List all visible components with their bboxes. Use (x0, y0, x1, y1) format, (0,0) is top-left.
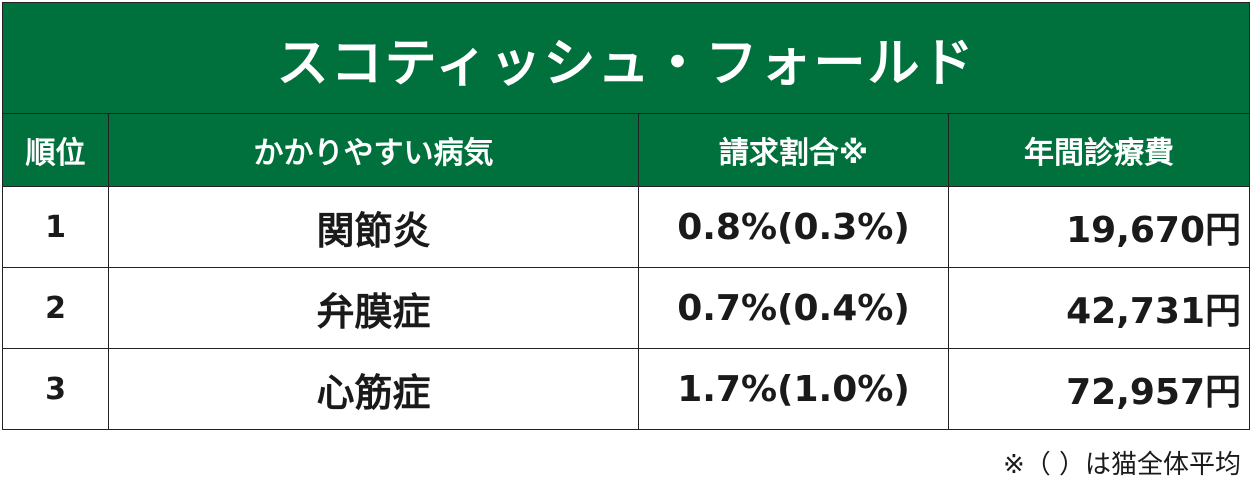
table-title: スコティッシュ・フォールド (1, 2, 1251, 114)
footnote: ※（ ）は猫全体平均 (1002, 450, 1241, 480)
disease-table: スコティッシュ・フォールド 順位 かかりやすい病気 請求割合※ 年間診療費 1 … (1, 2, 1251, 430)
header-annual-cost: 年間診療費 (947, 113, 1251, 187)
claim-ratio-cell: 0.7%(0.4%) (638, 267, 949, 349)
disease-cell: 心筋症 (108, 348, 639, 430)
rank-cell: 3 (2, 348, 109, 430)
table-row: 2 弁膜症 0.7%(0.4%) 42,731円 (2, 267, 1251, 349)
table-row: 3 心筋症 1.7%(1.0%) 72,957円 (2, 348, 1251, 430)
rank-cell: 1 (2, 186, 109, 268)
claim-ratio-cell: 0.8%(0.3%) (638, 186, 949, 268)
claim-ratio-cell: 1.7%(1.0%) (638, 348, 949, 430)
header-disease: かかりやすい病気 (108, 113, 639, 187)
disease-cell: 弁膜症 (108, 267, 639, 349)
table-row: 1 関節炎 0.8%(0.3%) 19,670円 (2, 186, 1251, 268)
annual-cost-cell: 72,957円 (947, 348, 1251, 430)
header-rank: 順位 (2, 113, 109, 187)
annual-cost-cell: 19,670円 (947, 186, 1251, 268)
annual-cost-cell: 42,731円 (947, 267, 1251, 349)
header-claim-ratio: 請求割合※ (638, 113, 949, 187)
title-row: スコティッシュ・フォールド (1, 2, 1251, 114)
disease-cell: 関節炎 (108, 186, 639, 268)
rank-cell: 2 (2, 267, 109, 349)
header-row: 順位 かかりやすい病気 請求割合※ 年間診療費 (2, 113, 1251, 187)
